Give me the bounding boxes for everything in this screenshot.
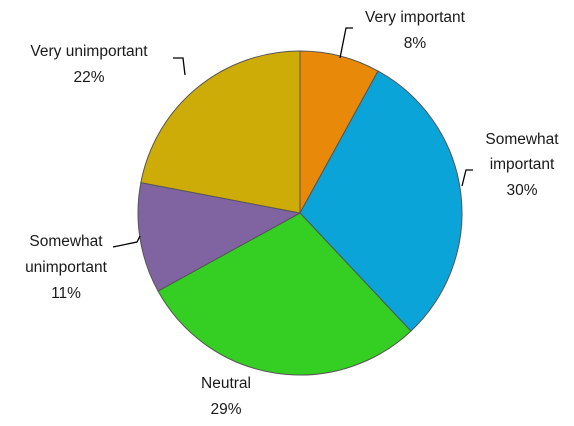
leader-lines: [112, 27, 473, 248]
label-very-unimportant: Very unimportant: [30, 43, 148, 60]
pie-slices: [137, 50, 463, 376]
pie-slice-somewhat-important: [299, 70, 463, 332]
leader-somewhat-unimportant: [112, 235, 141, 248]
label-somewhat-unimportant-line2: unimportant: [25, 259, 108, 276]
leader-very-important: [339, 27, 353, 59]
label-somewhat-important-line1: Somewhat: [485, 131, 559, 148]
leader-very-unimportant: [173, 57, 186, 76]
label-somewhat-important-line2: important: [490, 156, 555, 173]
percent-neutral: 29%: [210, 401, 241, 418]
pie-slice-somewhat-unimportant: [137, 182, 302, 292]
percent-somewhat-unimportant: 11%: [51, 285, 81, 302]
pie-slice-neutral: [157, 212, 412, 376]
percent-very-unimportant: 22%: [73, 69, 104, 86]
pie-slice-very-unimportant: [140, 50, 301, 214]
label-very-important: Very important: [365, 9, 466, 26]
percent-very-important: 8%: [404, 35, 427, 52]
leader-somewhat-important: [461, 169, 473, 187]
percent-somewhat-important: 30%: [506, 182, 537, 199]
label-neutral: Neutral: [201, 375, 251, 392]
label-somewhat-unimportant-line1: Somewhat: [29, 233, 103, 250]
